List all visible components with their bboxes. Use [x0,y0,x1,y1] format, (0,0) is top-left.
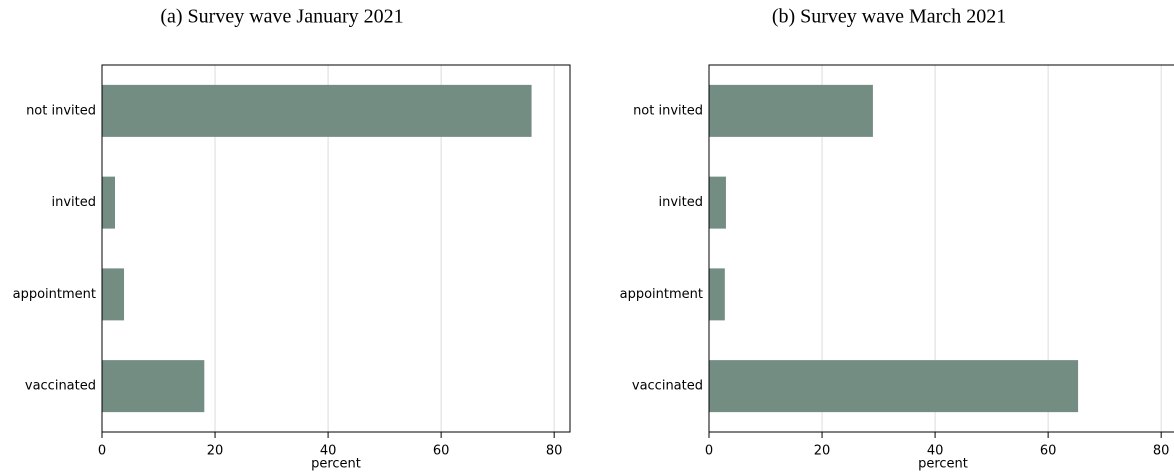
bar [102,176,115,229]
bar [709,84,873,137]
plot-frame [708,64,1174,433]
x-tick-label: 80 [546,444,563,459]
x-tick-label: 0 [705,444,713,459]
y-tick-label: vaccinated [25,379,96,394]
y-tick-label: appointment [620,287,703,302]
y-tick-label: invited [658,195,703,210]
bar [102,84,532,137]
bar [709,268,725,321]
y-tick-label: not invited [633,103,703,118]
y-tick-label: vaccinated [632,379,703,394]
bar [709,176,726,229]
x-tick-label: 20 [207,444,224,459]
bar [709,360,1079,413]
chart-title: (a) Survey wave January 2021 [160,6,403,28]
x-axis-label: percent [918,457,968,472]
chart-title: (b) Survey wave March 2021 [772,6,1006,28]
x-tick-label: 40 [927,444,944,459]
x-tick-label: 20 [814,444,831,459]
y-tick-label: appointment [13,287,96,302]
y-tick-label: not invited [26,103,96,118]
x-tick-label: 40 [320,444,337,459]
x-tick-label: 60 [433,444,450,459]
plot-frame [101,64,571,433]
bar [102,360,205,413]
x-axis-label: percent [311,457,361,472]
y-tick-label: invited [51,195,96,210]
bar [102,268,125,321]
x-tick-label: 0 [98,444,106,459]
x-tick-label: 60 [1040,444,1057,459]
x-tick-label: 80 [1153,444,1170,459]
